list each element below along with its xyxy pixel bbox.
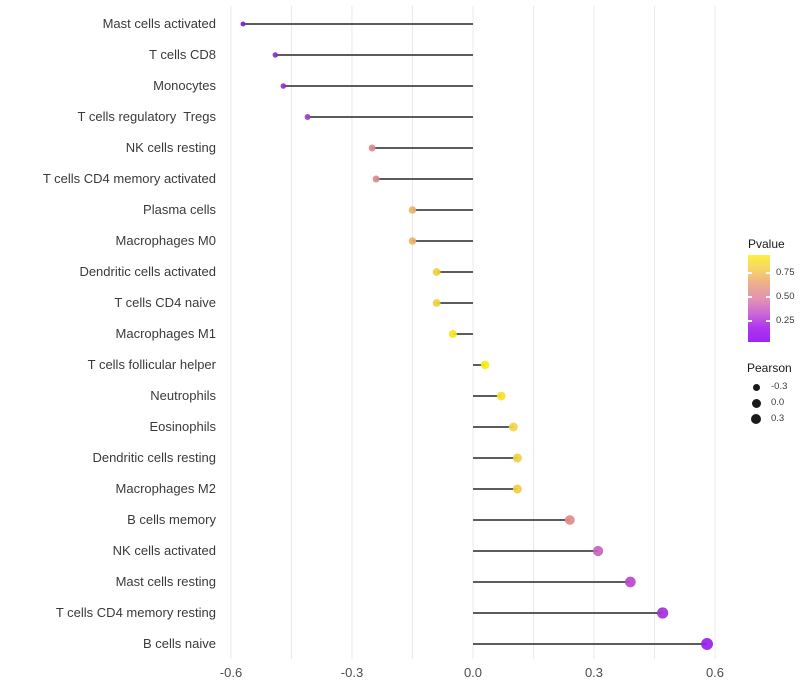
y-tick-label: Mast cells activated	[102, 16, 216, 31]
pvalue-tick-label: 0.25	[776, 315, 795, 326]
data-point	[701, 638, 713, 650]
data-point	[272, 52, 279, 58]
y-tick-label: Macrophages M1	[115, 326, 216, 341]
data-point	[368, 144, 376, 152]
y-tick-label: T cells regulatory Tregs	[77, 109, 216, 124]
pearson-legend-dot	[751, 398, 761, 408]
colorbar-tick	[766, 296, 770, 298]
y-tick-label: T cells CD8	[149, 47, 216, 62]
colorbar-tick	[748, 296, 752, 298]
y-tick-label: B cells naive	[143, 636, 216, 651]
y-tick-label: T cells follicular helper	[87, 357, 216, 372]
data-point	[480, 360, 490, 370]
y-tick-label: Macrophages M2	[115, 481, 216, 496]
x-tick-label: 0.3	[584, 665, 604, 680]
pearson-legend-dot	[752, 383, 760, 391]
x-tick-label: 0.0	[463, 665, 483, 680]
data-point	[432, 299, 441, 307]
pearson-legend-label: 0.0	[771, 397, 785, 408]
y-tick-label: Neutrophils	[150, 388, 216, 403]
x-tick-label: -0.3	[340, 665, 364, 680]
data-point	[564, 515, 575, 525]
data-point	[448, 329, 457, 339]
data-point	[304, 114, 311, 120]
data-point	[408, 237, 417, 245]
colorbar-tick	[766, 272, 770, 274]
pearson-legend-label: -0.3	[771, 381, 788, 392]
y-tick-label: NK cells activated	[112, 543, 216, 558]
data-point	[240, 21, 246, 27]
y-tick-label: Plasma cells	[143, 202, 216, 217]
colorbar-tick	[766, 320, 770, 322]
pvalue-colorbar	[748, 255, 770, 342]
data-point	[624, 576, 636, 588]
data-point	[280, 83, 287, 89]
data-point	[508, 422, 518, 432]
data-point	[512, 453, 522, 463]
data-point	[408, 206, 417, 214]
pearson-legend-label: 0.3	[771, 413, 785, 424]
x-tick-label: -0.6	[219, 665, 243, 680]
y-tick-label: B cells memory	[127, 512, 216, 527]
y-tick-label: Dendritic cells activated	[79, 264, 216, 279]
y-tick-label: Monocytes	[153, 78, 216, 93]
pvalue-legend-title: Pvalue	[748, 237, 785, 251]
pearson-legend-title: Pearson	[747, 361, 792, 375]
pvalue-tick-label: 0.50	[776, 291, 795, 302]
y-tick-label: Macrophages M0	[115, 233, 216, 248]
x-tick-label: 0.6	[705, 665, 725, 680]
pvalue-tick-label: 0.75	[776, 267, 795, 278]
data-point	[592, 545, 604, 557]
data-point	[512, 484, 522, 494]
y-tick-label: T cells CD4 naive	[114, 295, 216, 310]
data-point	[657, 607, 669, 619]
y-tick-label: NK cells resting	[125, 140, 216, 155]
colorbar-tick	[748, 320, 752, 322]
data-point	[372, 175, 380, 183]
y-tick-label: Dendritic cells resting	[92, 450, 216, 465]
colorbar-tick	[748, 272, 752, 274]
y-tick-label: T cells CD4 memory resting	[55, 605, 216, 620]
y-tick-label: Eosinophils	[149, 419, 217, 434]
y-tick-label: T cells CD4 memory activated	[42, 171, 216, 186]
y-tick-label: Mast cells resting	[115, 574, 216, 589]
data-point	[496, 391, 506, 401]
pearson-legend-dot	[750, 413, 762, 425]
data-point	[432, 268, 441, 276]
